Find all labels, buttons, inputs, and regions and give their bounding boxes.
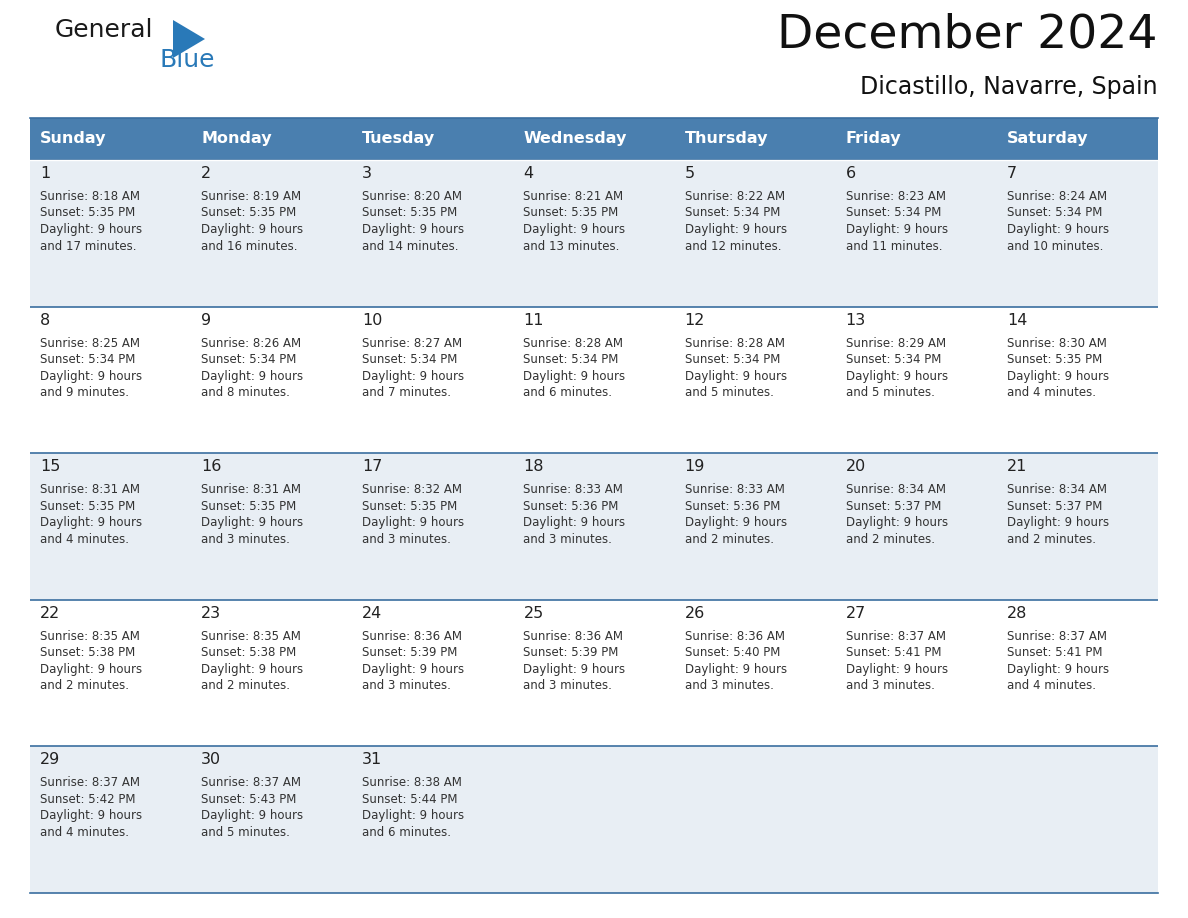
Text: 7: 7 [1007, 166, 1017, 181]
Text: 15: 15 [40, 459, 61, 475]
Polygon shape [173, 20, 206, 58]
Text: 13: 13 [846, 313, 866, 328]
Text: 8: 8 [40, 313, 50, 328]
Text: Sunrise: 8:26 AM
Sunset: 5:34 PM
Daylight: 9 hours
and 8 minutes.: Sunrise: 8:26 AM Sunset: 5:34 PM Dayligh… [201, 337, 303, 399]
Text: Sunrise: 8:36 AM
Sunset: 5:39 PM
Daylight: 9 hours
and 3 minutes.: Sunrise: 8:36 AM Sunset: 5:39 PM Dayligh… [362, 630, 465, 692]
Text: 19: 19 [684, 459, 704, 475]
Text: 25: 25 [524, 606, 544, 621]
Text: 23: 23 [201, 606, 221, 621]
Bar [30, 307, 1158, 453]
Text: Sunrise: 8:31 AM
Sunset: 5:35 PM
Daylight: 9 hours
and 4 minutes.: Sunrise: 8:31 AM Sunset: 5:35 PM Dayligh… [40, 483, 143, 545]
Bar [835, 118, 997, 160]
Text: Sunrise: 8:37 AM
Sunset: 5:42 PM
Daylight: 9 hours
and 4 minutes.: Sunrise: 8:37 AM Sunset: 5:42 PM Dayligh… [40, 777, 143, 839]
Text: Sunrise: 8:37 AM
Sunset: 5:43 PM
Daylight: 9 hours
and 5 minutes.: Sunrise: 8:37 AM Sunset: 5:43 PM Dayligh… [201, 777, 303, 839]
Text: Sunrise: 8:27 AM
Sunset: 5:34 PM
Daylight: 9 hours
and 7 minutes.: Sunrise: 8:27 AM Sunset: 5:34 PM Dayligh… [362, 337, 465, 399]
Text: 28: 28 [1007, 606, 1028, 621]
Text: 17: 17 [362, 459, 383, 475]
Text: Sunrise: 8:31 AM
Sunset: 5:35 PM
Daylight: 9 hours
and 3 minutes.: Sunrise: 8:31 AM Sunset: 5:35 PM Dayligh… [201, 483, 303, 545]
Text: 18: 18 [524, 459, 544, 475]
Text: Sunrise: 8:29 AM
Sunset: 5:34 PM
Daylight: 9 hours
and 5 minutes.: Sunrise: 8:29 AM Sunset: 5:34 PM Dayligh… [846, 337, 948, 399]
Bar [675, 118, 835, 160]
Text: Sunrise: 8:37 AM
Sunset: 5:41 PM
Daylight: 9 hours
and 3 minutes.: Sunrise: 8:37 AM Sunset: 5:41 PM Dayligh… [846, 630, 948, 692]
Text: Sunday: Sunday [40, 131, 107, 147]
Text: 20: 20 [846, 459, 866, 475]
Text: Sunrise: 8:21 AM
Sunset: 5:35 PM
Daylight: 9 hours
and 13 minutes.: Sunrise: 8:21 AM Sunset: 5:35 PM Dayligh… [524, 190, 626, 252]
Text: Friday: Friday [846, 131, 902, 147]
Text: Monday: Monday [201, 131, 272, 147]
Text: Sunrise: 8:35 AM
Sunset: 5:38 PM
Daylight: 9 hours
and 2 minutes.: Sunrise: 8:35 AM Sunset: 5:38 PM Dayligh… [201, 630, 303, 692]
Text: Sunrise: 8:34 AM
Sunset: 5:37 PM
Daylight: 9 hours
and 2 minutes.: Sunrise: 8:34 AM Sunset: 5:37 PM Dayligh… [1007, 483, 1108, 545]
Bar [30, 599, 1158, 746]
Text: Wednesday: Wednesday [524, 131, 627, 147]
Text: Sunrise: 8:19 AM
Sunset: 5:35 PM
Daylight: 9 hours
and 16 minutes.: Sunrise: 8:19 AM Sunset: 5:35 PM Dayligh… [201, 190, 303, 252]
Text: Sunrise: 8:20 AM
Sunset: 5:35 PM
Daylight: 9 hours
and 14 minutes.: Sunrise: 8:20 AM Sunset: 5:35 PM Dayligh… [362, 190, 465, 252]
Text: 21: 21 [1007, 459, 1028, 475]
Text: Blue: Blue [160, 48, 215, 72]
Bar [30, 160, 1158, 307]
Text: 10: 10 [362, 313, 383, 328]
Text: Sunrise: 8:22 AM
Sunset: 5:34 PM
Daylight: 9 hours
and 12 minutes.: Sunrise: 8:22 AM Sunset: 5:34 PM Dayligh… [684, 190, 786, 252]
Bar [30, 453, 1158, 599]
Text: 12: 12 [684, 313, 704, 328]
Text: 22: 22 [40, 606, 61, 621]
Text: 16: 16 [201, 459, 221, 475]
Bar [30, 746, 1158, 893]
Text: Thursday: Thursday [684, 131, 769, 147]
Text: Dicastillo, Navarre, Spain: Dicastillo, Navarre, Spain [860, 75, 1158, 99]
Text: Sunrise: 8:24 AM
Sunset: 5:34 PM
Daylight: 9 hours
and 10 minutes.: Sunrise: 8:24 AM Sunset: 5:34 PM Dayligh… [1007, 190, 1108, 252]
Text: Sunrise: 8:38 AM
Sunset: 5:44 PM
Daylight: 9 hours
and 6 minutes.: Sunrise: 8:38 AM Sunset: 5:44 PM Dayligh… [362, 777, 465, 839]
Text: 3: 3 [362, 166, 372, 181]
Text: 27: 27 [846, 606, 866, 621]
Text: 11: 11 [524, 313, 544, 328]
Text: Sunrise: 8:25 AM
Sunset: 5:34 PM
Daylight: 9 hours
and 9 minutes.: Sunrise: 8:25 AM Sunset: 5:34 PM Dayligh… [40, 337, 143, 399]
Text: 30: 30 [201, 753, 221, 767]
Text: Sunrise: 8:28 AM
Sunset: 5:34 PM
Daylight: 9 hours
and 6 minutes.: Sunrise: 8:28 AM Sunset: 5:34 PM Dayligh… [524, 337, 626, 399]
Bar [191, 118, 353, 160]
Text: Sunrise: 8:33 AM
Sunset: 5:36 PM
Daylight: 9 hours
and 3 minutes.: Sunrise: 8:33 AM Sunset: 5:36 PM Dayligh… [524, 483, 626, 545]
Bar [997, 118, 1158, 160]
Text: Sunrise: 8:18 AM
Sunset: 5:35 PM
Daylight: 9 hours
and 17 minutes.: Sunrise: 8:18 AM Sunset: 5:35 PM Dayligh… [40, 190, 143, 252]
Text: General: General [55, 18, 153, 42]
Text: Sunrise: 8:36 AM
Sunset: 5:39 PM
Daylight: 9 hours
and 3 minutes.: Sunrise: 8:36 AM Sunset: 5:39 PM Dayligh… [524, 630, 626, 692]
Text: 31: 31 [362, 753, 383, 767]
Text: Sunrise: 8:23 AM
Sunset: 5:34 PM
Daylight: 9 hours
and 11 minutes.: Sunrise: 8:23 AM Sunset: 5:34 PM Dayligh… [846, 190, 948, 252]
Text: Saturday: Saturday [1007, 131, 1088, 147]
Bar [513, 118, 675, 160]
Text: 26: 26 [684, 606, 704, 621]
Text: 29: 29 [40, 753, 61, 767]
Text: Sunrise: 8:34 AM
Sunset: 5:37 PM
Daylight: 9 hours
and 2 minutes.: Sunrise: 8:34 AM Sunset: 5:37 PM Dayligh… [846, 483, 948, 545]
Text: 14: 14 [1007, 313, 1028, 328]
Text: 24: 24 [362, 606, 383, 621]
Text: Tuesday: Tuesday [362, 131, 436, 147]
Text: 6: 6 [846, 166, 855, 181]
Text: December 2024: December 2024 [777, 12, 1158, 57]
Text: 5: 5 [684, 166, 695, 181]
Text: Sunrise: 8:37 AM
Sunset: 5:41 PM
Daylight: 9 hours
and 4 minutes.: Sunrise: 8:37 AM Sunset: 5:41 PM Dayligh… [1007, 630, 1108, 692]
Text: 9: 9 [201, 313, 211, 328]
Text: Sunrise: 8:28 AM
Sunset: 5:34 PM
Daylight: 9 hours
and 5 minutes.: Sunrise: 8:28 AM Sunset: 5:34 PM Dayligh… [684, 337, 786, 399]
Text: Sunrise: 8:30 AM
Sunset: 5:35 PM
Daylight: 9 hours
and 4 minutes.: Sunrise: 8:30 AM Sunset: 5:35 PM Dayligh… [1007, 337, 1108, 399]
Text: Sunrise: 8:32 AM
Sunset: 5:35 PM
Daylight: 9 hours
and 3 minutes.: Sunrise: 8:32 AM Sunset: 5:35 PM Dayligh… [362, 483, 465, 545]
Text: Sunrise: 8:33 AM
Sunset: 5:36 PM
Daylight: 9 hours
and 2 minutes.: Sunrise: 8:33 AM Sunset: 5:36 PM Dayligh… [684, 483, 786, 545]
Bar [353, 118, 513, 160]
Text: Sunrise: 8:35 AM
Sunset: 5:38 PM
Daylight: 9 hours
and 2 minutes.: Sunrise: 8:35 AM Sunset: 5:38 PM Dayligh… [40, 630, 143, 692]
Bar [30, 118, 191, 160]
Text: Sunrise: 8:36 AM
Sunset: 5:40 PM
Daylight: 9 hours
and 3 minutes.: Sunrise: 8:36 AM Sunset: 5:40 PM Dayligh… [684, 630, 786, 692]
Text: 1: 1 [40, 166, 50, 181]
Text: 2: 2 [201, 166, 211, 181]
Text: 4: 4 [524, 166, 533, 181]
